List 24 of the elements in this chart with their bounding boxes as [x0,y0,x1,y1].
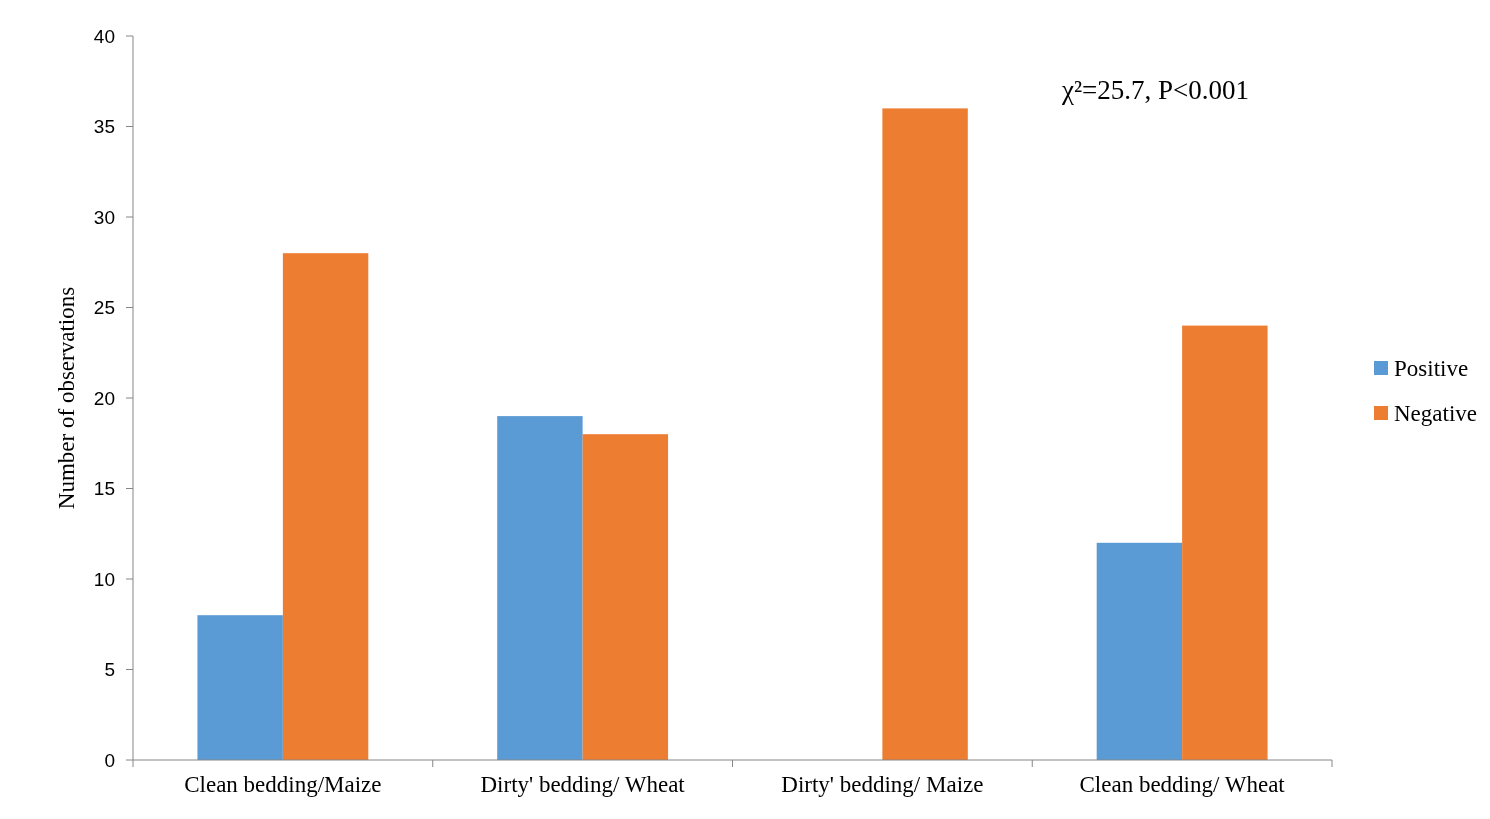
legend-label: Negative [1394,401,1478,427]
bar [582,434,669,760]
legend-label: Positive [1394,356,1469,382]
x-tick-label: Dirty' bedding/ Maize [781,772,984,797]
bar [197,615,283,760]
y-tick-label: 20 [93,387,115,409]
x-tick-label: Clean bedding/Maize [184,772,382,797]
bar [882,108,968,760]
y-axis-title: Number of observations [54,286,79,510]
y-tick-label: 40 [93,25,115,47]
y-tick-label: 25 [93,297,115,319]
y-tick-label: 30 [93,206,115,228]
bar [1182,325,1268,760]
bar [282,253,369,760]
bar [1096,542,1183,760]
y-tick-label: 15 [93,478,115,500]
x-tick-label: Clean bedding/ Wheat [1079,772,1286,797]
bar [497,416,583,760]
y-tick-label: 5 [104,659,115,681]
y-tick-label: 35 [93,116,115,138]
y-tick-label: 0 [104,749,115,771]
annotation: χ²=25.7, P<0.001 [1061,75,1250,105]
y-tick-label: 10 [93,568,115,590]
x-tick-label: Dirty' bedding/ Wheat [480,772,686,797]
